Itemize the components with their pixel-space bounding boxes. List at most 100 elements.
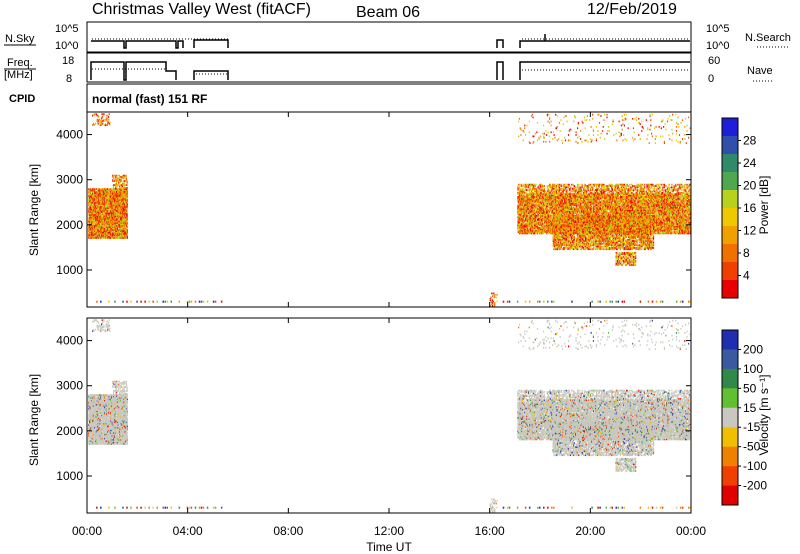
power-cell <box>89 235 91 238</box>
power-cell <box>95 234 97 237</box>
power-cell <box>111 203 113 205</box>
power-cell <box>92 212 94 215</box>
power-cell <box>99 195 101 197</box>
power-cell <box>98 203 100 205</box>
power-cell <box>96 193 98 196</box>
power-cell <box>102 228 104 231</box>
power-cell <box>94 230 96 233</box>
power-cell <box>88 204 90 207</box>
power-cell <box>90 214 92 216</box>
power-cell <box>111 212 113 215</box>
power-cell <box>96 207 98 209</box>
power-cell <box>107 227 109 230</box>
power-cell <box>97 201 99 204</box>
power-cell <box>98 231 100 234</box>
power-cell <box>116 204 118 207</box>
power-cell <box>110 227 113 230</box>
power-cell <box>114 224 116 227</box>
power-cell <box>91 234 93 237</box>
power-cell <box>92 223 94 226</box>
power-cell <box>106 199 108 201</box>
nsky-trace-morning <box>91 39 229 49</box>
power-cell <box>102 214 104 216</box>
power-cell <box>91 227 93 230</box>
power-cell <box>115 227 117 230</box>
power-cell <box>107 235 110 238</box>
power-cell <box>107 220 109 223</box>
power-cell <box>93 230 95 233</box>
power-cell <box>91 211 93 214</box>
power-cell <box>89 208 91 211</box>
power-cell <box>112 228 114 231</box>
power-cell <box>101 222 104 224</box>
power-cell <box>88 218 90 220</box>
power-cell <box>114 215 116 218</box>
power-cell <box>98 203 100 205</box>
power-cell <box>103 200 105 203</box>
power-cell <box>104 237 107 239</box>
power-cell <box>89 227 91 230</box>
power-cell <box>102 216 104 219</box>
power-cell <box>93 193 95 196</box>
power-cell <box>99 196 101 199</box>
power-cell <box>105 203 107 205</box>
power-cell <box>93 207 95 209</box>
power-cell <box>105 196 107 199</box>
power-cell <box>88 222 90 224</box>
power-cell <box>95 219 97 222</box>
power-cell <box>110 222 112 224</box>
power-cell <box>95 214 97 216</box>
power-cell <box>105 204 107 207</box>
power-cell <box>98 195 100 197</box>
power-cell <box>114 205 116 208</box>
power-cell <box>97 207 99 209</box>
power-cell <box>100 204 102 207</box>
power-cell <box>110 195 112 197</box>
power-cell <box>113 189 115 192</box>
power-cell <box>92 231 94 234</box>
power-cell <box>101 192 103 195</box>
power-cell <box>95 211 97 214</box>
power-cell <box>104 207 106 209</box>
power-cell <box>101 220 104 223</box>
power-cell <box>93 208 95 211</box>
power-cell <box>99 203 101 205</box>
power-cell <box>95 200 97 203</box>
power-cell <box>108 226 110 228</box>
power-cell <box>113 234 116 237</box>
power-cell <box>106 201 108 204</box>
power-cell <box>98 219 100 222</box>
power-cell <box>98 116 100 118</box>
power-cell <box>109 215 111 218</box>
power-cell <box>106 204 108 207</box>
power-cell <box>106 117 108 120</box>
nsky-tick-bottom: 10^0 <box>55 40 79 52</box>
power-cell <box>98 220 100 223</box>
power-cell <box>103 237 105 239</box>
power-cell <box>110 218 112 220</box>
power-cell <box>116 193 118 196</box>
power-cell <box>113 204 116 207</box>
power-cell <box>98 190 100 193</box>
power-cell <box>95 237 97 239</box>
power-cell <box>95 231 97 234</box>
power-cell <box>126 211 128 214</box>
power-cell <box>101 207 103 209</box>
power-cell <box>95 215 97 218</box>
power-cell <box>101 219 103 222</box>
power-cell <box>96 220 98 223</box>
power-cell <box>110 232 112 235</box>
power-cell <box>92 232 94 235</box>
power-cell <box>110 212 112 215</box>
power-cell <box>107 218 110 220</box>
power-cell <box>104 196 106 199</box>
power-cell <box>101 235 103 238</box>
power-cell <box>114 228 116 231</box>
power-cell <box>116 220 118 223</box>
power-cell <box>100 223 102 226</box>
power-cell <box>88 216 90 219</box>
power-cell <box>95 188 97 191</box>
power-cell <box>89 212 91 215</box>
power-cell <box>109 203 111 205</box>
